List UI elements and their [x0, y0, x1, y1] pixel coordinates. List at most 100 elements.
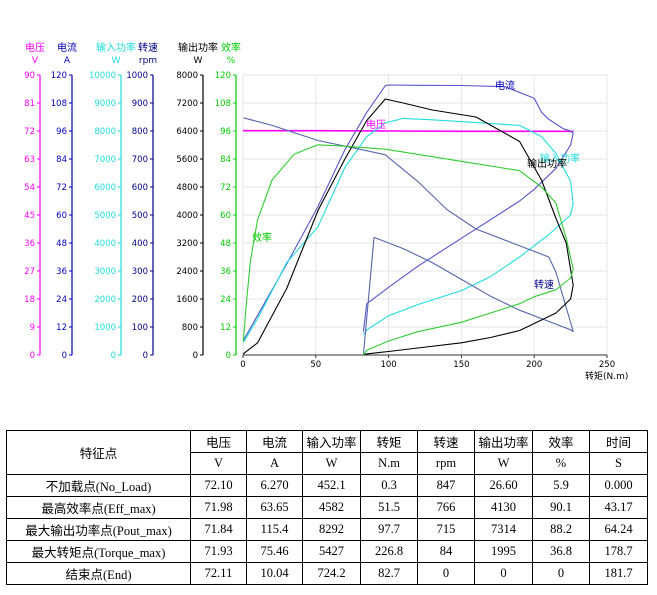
x-tick-label: 200 — [526, 360, 542, 370]
y-tick-label: 84 — [220, 155, 231, 165]
y-tick-label: 60 — [56, 211, 67, 221]
y-tick-label: 48 — [56, 239, 67, 249]
y-tick-label: 400 — [132, 239, 148, 249]
value-cell: 0 — [474, 562, 533, 585]
header-cell: 时间 — [589, 430, 648, 453]
table-row: 最大转矩点(Torque_max) 71.93 75.46 5427 226.8 84 19… — [6, 540, 648, 563]
y-tick-label: 12 — [56, 323, 67, 333]
unit-cell: N.m — [360, 452, 418, 475]
y-tick-label: 4000 — [94, 239, 116, 249]
x-tick-label: 250 — [599, 360, 615, 370]
curve-label-output_power: 输出功率 — [527, 157, 567, 170]
y-axis-output_power: 输出功率 W 0 800 1600 2400 3200 4000 4800 5600 6400 720… — [176, 41, 218, 361]
value-cell: 26.60 — [474, 474, 533, 497]
y-tick-label: 36 — [220, 267, 231, 277]
y-axis-title: 输出功率 — [178, 41, 218, 54]
row-label-cell: 最高效率点(Eff_max) — [6, 496, 191, 519]
characteristic-points-table: 特征点 电压 电流 输入功率 转矩 转速 输出功率 效率 时间 V A W N.m rpm W% S 不加载点(… — [6, 430, 648, 585]
y-tick-label: 9 — [30, 323, 35, 333]
value-cell: 181.7 — [589, 562, 648, 585]
value-cell: 0 — [417, 562, 475, 585]
y-tick-label: 4000 — [176, 211, 198, 221]
y-tick-label: 2000 — [94, 295, 116, 305]
series-line-voltage — [243, 129, 574, 133]
header-cell: 电压 — [190, 430, 247, 453]
y-axis-unit: % — [227, 56, 236, 66]
y-tick-label: 10000 — [89, 71, 116, 81]
y-tick-label: 81 — [24, 99, 35, 109]
y-axis-title: 效率 — [221, 41, 241, 54]
unit-cell: V — [190, 452, 247, 475]
y-tick-label: 100 — [132, 323, 148, 333]
y-tick-label: 700 — [132, 155, 148, 165]
y-tick-label: 6000 — [94, 183, 116, 193]
y-tick-label: 108 — [215, 99, 231, 109]
y-tick-label: 54 — [24, 183, 35, 193]
unit-cell: A — [246, 452, 303, 475]
y-axis-voltage: 电压 V 0 9 18 27 36 45 54 63 72 81 90 — [24, 41, 45, 361]
y-tick-label: 7000 — [94, 155, 116, 165]
value-cell: 1995 — [474, 540, 533, 563]
y-tick-label: 0 — [62, 351, 67, 361]
value-cell: 88.2 — [532, 518, 590, 541]
y-tick-label: 96 — [56, 127, 67, 137]
y-tick-label: 36 — [56, 267, 67, 277]
y-axis-input_power: 输入功率 W 0 1000 2000 3000 4000 5000 6000 7000 8000 90… — [89, 41, 136, 361]
curve-label-input_power: 输入功率 — [540, 152, 580, 165]
value-cell: 6.270 — [246, 474, 303, 497]
series-line-input_power — [242, 117, 574, 343]
y-tick-label: 120 — [51, 71, 67, 81]
x-tick-label: 100 — [380, 360, 396, 370]
table-row: 不加载点(No_Load) 72.10 6.270 452.1 0.3 847 26.60 5… — [6, 474, 648, 497]
y-axis-unit: A — [64, 56, 71, 66]
value-cell: 452.1 — [302, 474, 361, 497]
y-tick-label: 4800 — [176, 183, 198, 193]
y-tick-label: 1000 — [126, 71, 148, 81]
series-line-efficiency — [242, 144, 574, 356]
y-axis-title: 电流 — [57, 41, 77, 54]
motor-performance-chart: 电压 V 0 9 18 27 36 45 54 63 72 81 90 电流 A 0 12 24 36 48 60 72 8… — [24, 41, 628, 382]
value-cell: 36.8 — [532, 540, 590, 563]
header-cell: 输出功率 — [474, 430, 533, 453]
value-cell: 43.17 — [589, 496, 648, 519]
table-row: 最高效率点(Eff_max) 71.98 63.65 4582 51.5 766 4130 9… — [6, 496, 648, 519]
value-cell: 115.4 — [246, 518, 303, 541]
y-tick-label: 0 — [30, 351, 35, 361]
x-tick-label: 150 — [453, 360, 469, 370]
y-tick-label: 48 — [220, 239, 231, 249]
value-cell: 0 — [532, 562, 590, 585]
table-header-row: 特征点 电压 电流 输入功率 转矩 转速 输出功率 效率 时间 — [6, 430, 648, 475]
value-cell: 82.7 — [360, 562, 418, 585]
series-line-speed — [243, 117, 574, 356]
y-tick-label: 72 — [56, 183, 67, 193]
x-tick-label: 50 — [310, 360, 321, 370]
y-tick-label: 5000 — [94, 211, 116, 221]
y-tick-label: 3000 — [94, 267, 116, 277]
value-cell: 72.11 — [190, 562, 247, 585]
y-tick-label: 120 — [215, 71, 231, 81]
y-tick-label: 36 — [24, 239, 35, 249]
y-tick-label: 7200 — [176, 99, 198, 109]
unit-cell: W — [474, 452, 533, 475]
y-tick-label: 12 — [220, 323, 231, 333]
y-tick-label: 27 — [24, 267, 35, 277]
value-cell: 5.9 — [532, 474, 590, 497]
y-axis-title: 转速 — [138, 41, 158, 54]
value-cell: 90.1 — [532, 496, 590, 519]
y-tick-label: 0 — [226, 351, 231, 361]
y-tick-label: 60 — [220, 211, 231, 221]
y-tick-label: 0 — [193, 351, 198, 361]
row-label-cell: 结束点(End) — [6, 562, 191, 585]
curve-label-efficiency: 效率 — [252, 231, 272, 244]
y-axis-current: 电流 A 0 12 24 36 48 60 72 84 96 108 120 — [51, 41, 77, 361]
y-tick-label: 72 — [24, 127, 35, 137]
unit-cell: % — [532, 452, 590, 475]
unit-cell: rpm — [417, 452, 475, 475]
curve-label-current: 电流 — [495, 79, 515, 92]
y-tick-label: 6400 — [176, 127, 198, 137]
y-tick-label: 8000 — [176, 71, 198, 81]
y-axes-group: 电压 V 0 9 18 27 36 45 54 63 72 81 90 电流 A 0 12 24 36 48 60 72 8… — [24, 41, 241, 361]
y-tick-label: 1600 — [176, 295, 198, 305]
